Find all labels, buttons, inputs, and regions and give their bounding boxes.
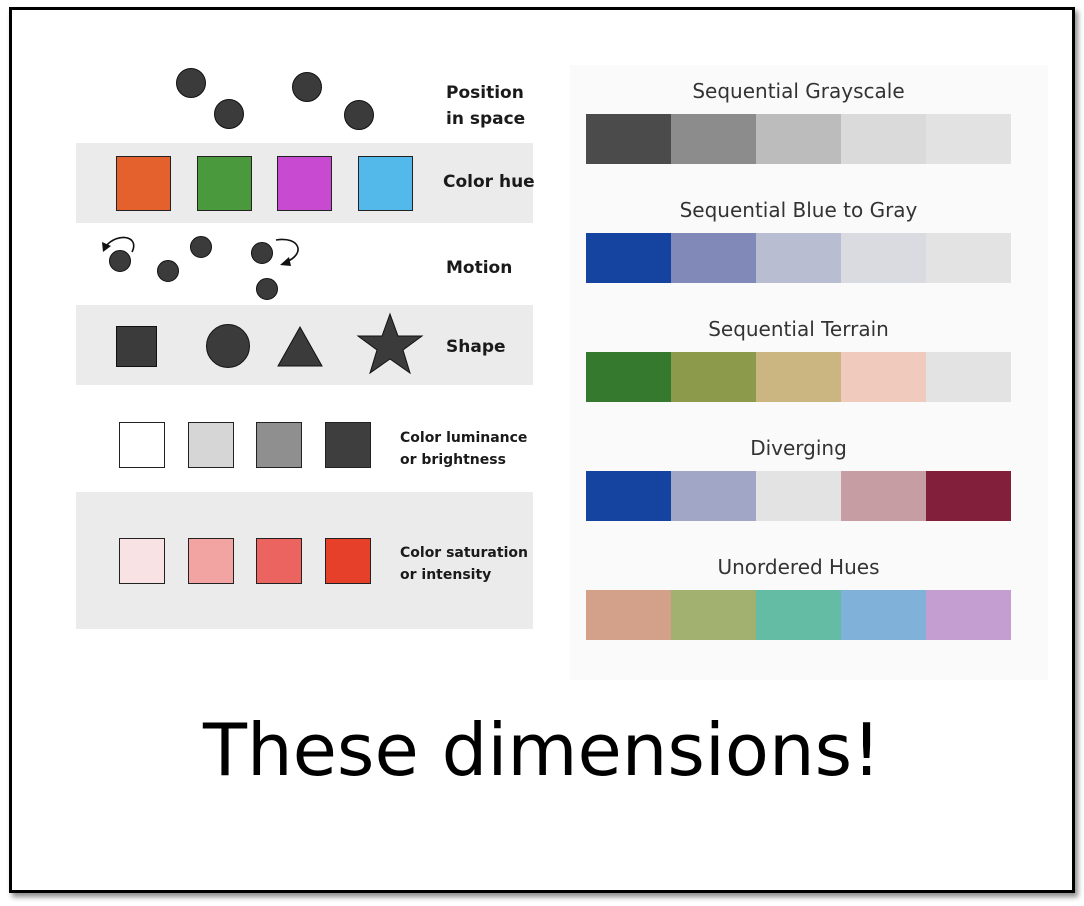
triangle-shape bbox=[277, 325, 323, 367]
ramp-swatch bbox=[671, 114, 756, 164]
ramp-title: Sequential Terrain bbox=[708, 317, 889, 341]
ramp-swatch bbox=[586, 590, 671, 640]
motion-dot bbox=[256, 278, 278, 300]
circle-shape bbox=[206, 324, 250, 368]
ramp-swatch bbox=[756, 590, 841, 640]
motion-label: Motion bbox=[446, 258, 513, 278]
motion-arrowhead-icon bbox=[280, 257, 291, 266]
position-dot bbox=[344, 100, 374, 130]
ramp-swatch bbox=[841, 114, 926, 164]
motion-dot bbox=[157, 260, 179, 282]
color-hue-label: Color hue bbox=[443, 172, 535, 192]
ramp-diverging bbox=[586, 471, 1011, 521]
saturation-swatch bbox=[325, 538, 371, 584]
position-dot bbox=[176, 68, 206, 98]
ramp-swatch bbox=[671, 352, 756, 402]
saturation-swatch bbox=[188, 538, 234, 584]
motion-dot bbox=[190, 236, 212, 258]
ramp-swatch bbox=[841, 352, 926, 402]
ramp-swatch bbox=[926, 352, 1011, 402]
ramp-title: Sequential Grayscale bbox=[692, 79, 905, 103]
star-shape bbox=[356, 312, 424, 375]
shape-label: Shape bbox=[446, 337, 506, 357]
motion-arrowhead-icon bbox=[102, 242, 111, 252]
ramp-swatch bbox=[756, 233, 841, 283]
slide-caption: These dimensions! bbox=[203, 708, 881, 792]
ramp-swatch bbox=[756, 352, 841, 402]
ramp-swatch bbox=[671, 233, 756, 283]
hue-swatch bbox=[197, 156, 252, 211]
ramp-swatch bbox=[671, 590, 756, 640]
ramp-title: Sequential Blue to Gray bbox=[679, 198, 918, 222]
ramp-swatch bbox=[841, 471, 926, 521]
luminance-swatch bbox=[119, 422, 165, 468]
motion-arrow-icon bbox=[275, 238, 299, 263]
ramp-swatch bbox=[671, 471, 756, 521]
position-label: Position in space bbox=[446, 83, 526, 129]
ramp-swatch bbox=[926, 471, 1011, 521]
ramp-swatch bbox=[926, 590, 1011, 640]
ramp-swatch bbox=[926, 114, 1011, 164]
ramp-title: Diverging bbox=[750, 436, 847, 460]
ramp-swatch bbox=[756, 114, 841, 164]
saturation-label: Color saturation or intensity bbox=[400, 545, 528, 583]
motion-arrow-icon bbox=[105, 236, 135, 253]
luminance-swatch bbox=[256, 422, 302, 468]
ramp-swatch bbox=[586, 352, 671, 402]
ramp-sequential-blue-to-gray bbox=[586, 233, 1011, 283]
ramp-swatch bbox=[586, 114, 671, 164]
luminance-label: Color luminance or brightness bbox=[400, 430, 528, 468]
luminance-swatch bbox=[325, 422, 371, 468]
ramp-unordered-hues bbox=[586, 590, 1011, 640]
ramp-swatch bbox=[841, 590, 926, 640]
ramp-swatch bbox=[586, 233, 671, 283]
hue-swatch bbox=[116, 156, 171, 211]
ramp-sequential-terrain bbox=[586, 352, 1011, 402]
hue-swatch bbox=[358, 156, 413, 211]
ramp-swatch bbox=[926, 233, 1011, 283]
ramp-swatch bbox=[756, 471, 841, 521]
hue-swatch bbox=[277, 156, 332, 211]
ramp-title: Unordered Hues bbox=[717, 555, 880, 579]
motion-dot bbox=[251, 242, 273, 264]
position-dot bbox=[214, 99, 244, 129]
ramp-sequential-grayscale bbox=[586, 114, 1011, 164]
saturation-swatch bbox=[256, 538, 302, 584]
saturation-swatch bbox=[119, 538, 165, 584]
position-dot bbox=[292, 72, 322, 102]
square-shape bbox=[116, 326, 157, 367]
motion-dot bbox=[109, 250, 131, 272]
ramp-swatch bbox=[586, 471, 671, 521]
ramp-swatch bbox=[841, 233, 926, 283]
luminance-swatch bbox=[188, 422, 234, 468]
